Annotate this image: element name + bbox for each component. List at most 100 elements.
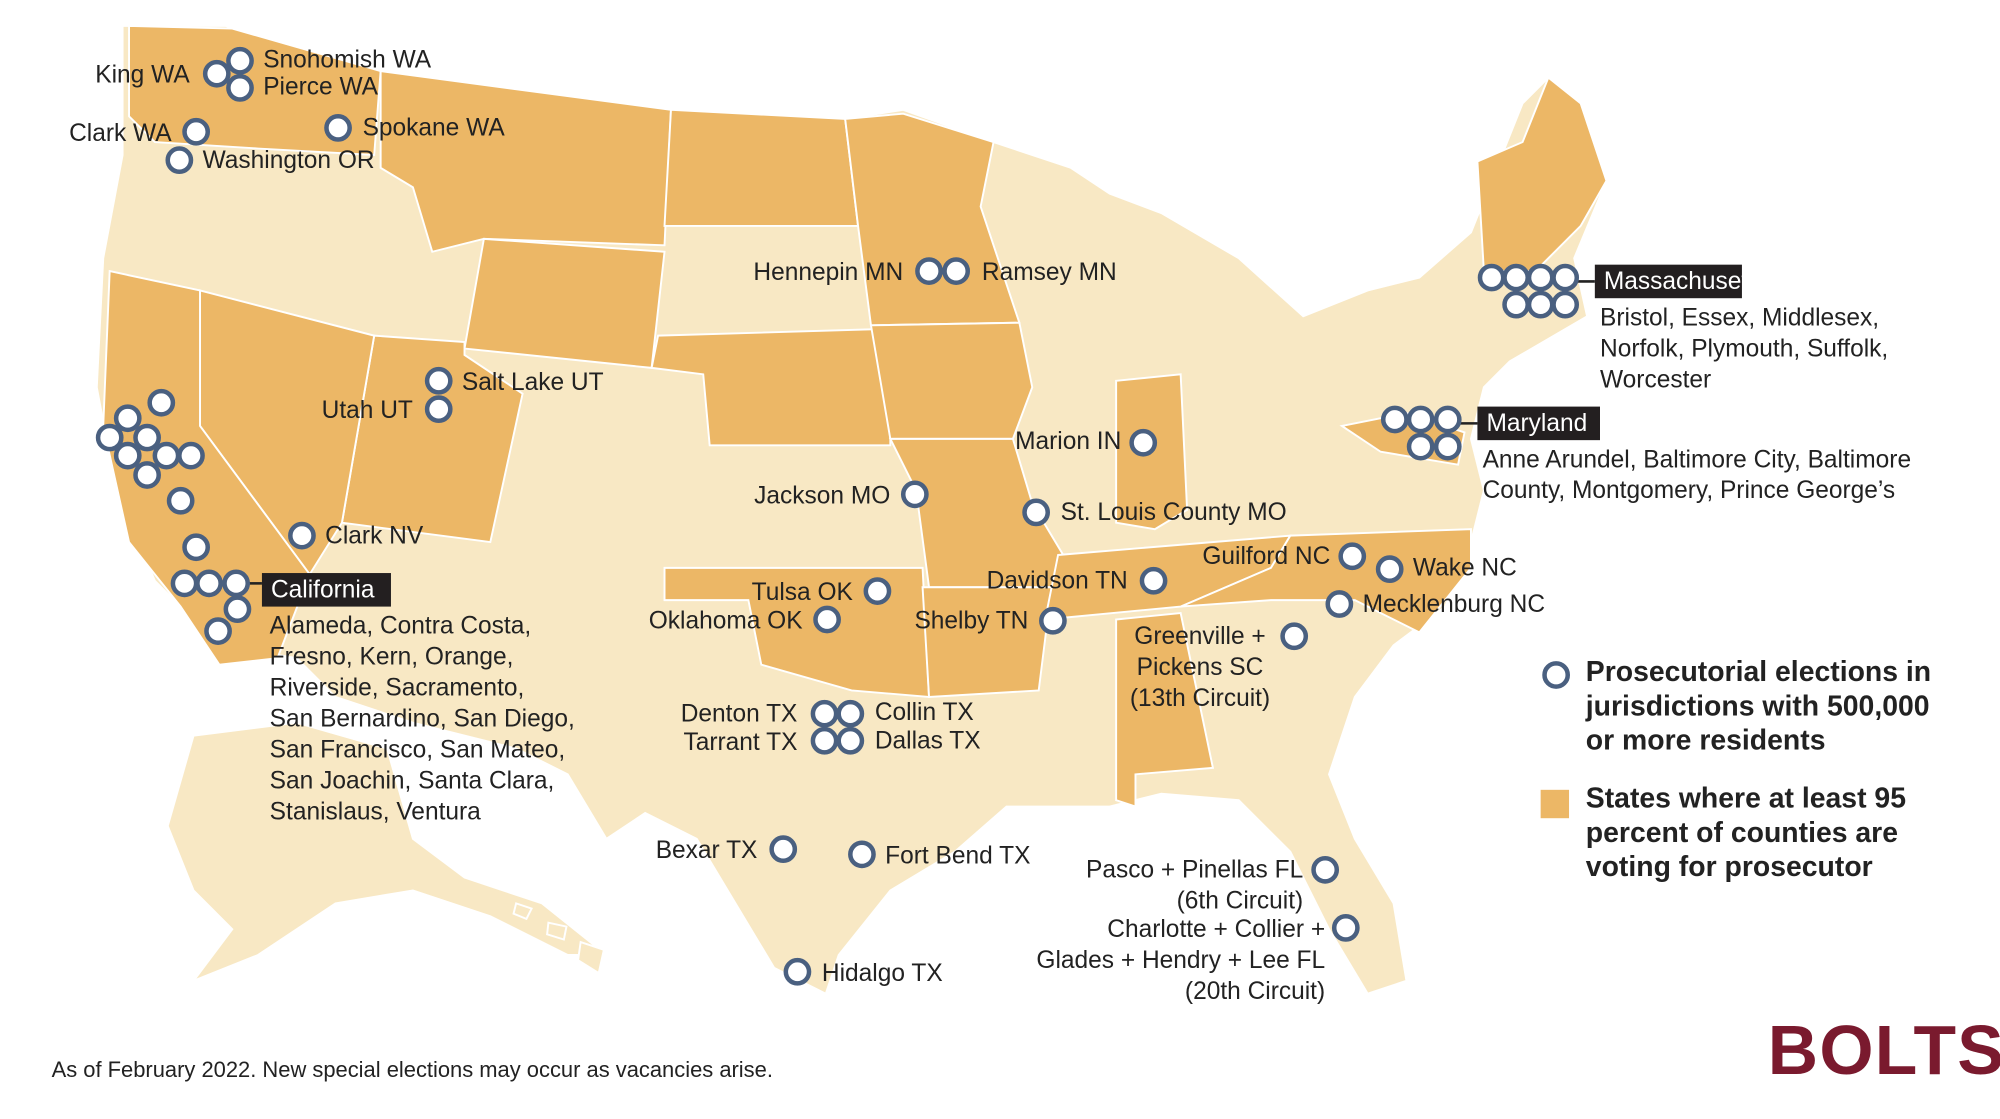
election-marker: [222, 569, 250, 598]
states: [95, 24, 1608, 996]
legend-text: jurisdictions with 500,000: [1585, 690, 1930, 722]
place-label: Greenville +: [1134, 623, 1265, 650]
alaska: [166, 721, 610, 983]
place-label: Clark WA: [69, 120, 172, 147]
election-marker: [942, 257, 970, 285]
group-name: Massachusetts: [1604, 268, 1767, 295]
election-marker: [1311, 855, 1340, 884]
election-marker: [1129, 428, 1158, 457]
legend: Prosecutorial elections injurisdictions …: [1540, 656, 1931, 883]
place-label: Clark NV: [325, 522, 424, 549]
election-marker: [424, 366, 453, 395]
place-label: Shelby TN: [914, 608, 1028, 635]
election-marker: [1406, 405, 1435, 434]
place-label: King WA: [95, 62, 190, 89]
us-outline: [95, 24, 1608, 996]
election-marker: [1551, 263, 1580, 292]
legend-text: percent of counties are: [1586, 817, 1898, 849]
election-marker: [1502, 290, 1530, 319]
election-marker: [166, 486, 195, 515]
hawaii: [512, 902, 606, 975]
place-label: Charlotte + Collier +: [1107, 916, 1325, 943]
group-name: Maryland: [1486, 410, 1587, 437]
election-marker: [133, 423, 161, 452]
place-label: Tarrant TX: [683, 729, 797, 756]
election-marker: [113, 441, 142, 470]
north-carolina: [1180, 528, 1472, 634]
place-label: Pierce WA: [263, 73, 378, 100]
place-label: Marion IN: [1015, 428, 1121, 455]
place-label: Glades + Hendry + Lee FL: [1036, 947, 1325, 974]
election-marker: [1551, 290, 1580, 319]
election-marker: [1502, 263, 1530, 292]
place-label: Tulsa OK: [752, 579, 854, 606]
place-label: Dallas TX: [875, 728, 981, 755]
election-marker: [95, 423, 124, 452]
legend-text: Prosecutorial elections in: [1586, 656, 1931, 688]
group-counties: San Joachin, Santa Clara,: [270, 768, 555, 795]
group-label-box: [1477, 406, 1600, 441]
place-label: Spokane WA: [363, 115, 506, 142]
election-marker: [226, 46, 254, 75]
place-label: Oklahoma OK: [649, 608, 804, 635]
election-marker: [1280, 622, 1309, 651]
election-marker: [202, 59, 231, 88]
place-label: Collin TX: [875, 699, 974, 726]
group-counties: San Bernardino, San Diego,: [270, 706, 575, 733]
minnesota: [844, 112, 1021, 327]
election-marker: [195, 569, 223, 598]
place-label: (20th Circuit): [1185, 978, 1325, 1005]
footnote: As of February 2022. New special electio…: [52, 1057, 773, 1082]
place-label: Denton TX: [681, 700, 798, 727]
election-marker: [900, 480, 929, 509]
place-label: Wake NC: [1413, 555, 1517, 582]
election-marker: [1477, 263, 1506, 292]
election-marker: [783, 957, 812, 986]
election-marker: [1039, 606, 1067, 635]
place-label: Davidson TN: [987, 568, 1128, 595]
place-label: (13th Circuit): [1130, 685, 1270, 712]
election-marker: [182, 117, 210, 146]
place-label: Hennepin MN: [753, 259, 903, 286]
election-marker: [1380, 405, 1409, 434]
group-counties: Worcester: [1600, 366, 1711, 393]
california: [102, 269, 311, 666]
election-marker: [810, 726, 839, 755]
place-label: Utah UT: [322, 397, 413, 424]
place-label: Ramsey MN: [982, 259, 1117, 286]
election-marker: [1325, 590, 1354, 618]
group-counties: Anne Arundel, Baltimore City, Baltimore: [1483, 446, 1912, 473]
election-marker: [1139, 566, 1168, 595]
group-counties: Norfolk, Plymouth, Suffolk,: [1600, 335, 1888, 362]
election-marker: [1406, 432, 1435, 461]
legend-text: voting for prosecutor: [1586, 851, 1873, 883]
group-counties: Alameda, Contra Costa,: [270, 613, 531, 640]
group-counties: San Francisco, San Mateo,: [270, 737, 566, 764]
election-marker: [152, 441, 181, 470]
election-marker: [147, 388, 176, 417]
election-marker: [223, 595, 252, 624]
election-marker: [1022, 498, 1050, 527]
election-marker: [810, 699, 839, 728]
place-label: Salt Lake UT: [462, 369, 604, 396]
election-marker: [177, 441, 205, 470]
group-counties: Stanislaus, Ventura: [270, 799, 481, 826]
election-marker: [1375, 555, 1404, 584]
election-marker: [848, 840, 876, 869]
logo: BOLTS: [1768, 1011, 2000, 1089]
election-marker: [182, 533, 210, 562]
election-marker: [324, 114, 352, 142]
legend-text: or more residents: [1586, 725, 1826, 757]
election-marker: [836, 699, 865, 728]
election-marker: [204, 617, 232, 645]
election-marker: [226, 74, 254, 102]
election-marker: [813, 605, 841, 634]
election-marker: [165, 146, 194, 175]
group-label-box: [1594, 264, 1742, 299]
election-marker: [133, 461, 161, 489]
place-label: Snohomish WA: [263, 46, 432, 73]
legend-text: States where at least 95: [1586, 783, 1906, 815]
election-marker: [863, 577, 892, 605]
place-label: Guilford NC: [1202, 543, 1330, 570]
election-marker: [170, 569, 199, 598]
